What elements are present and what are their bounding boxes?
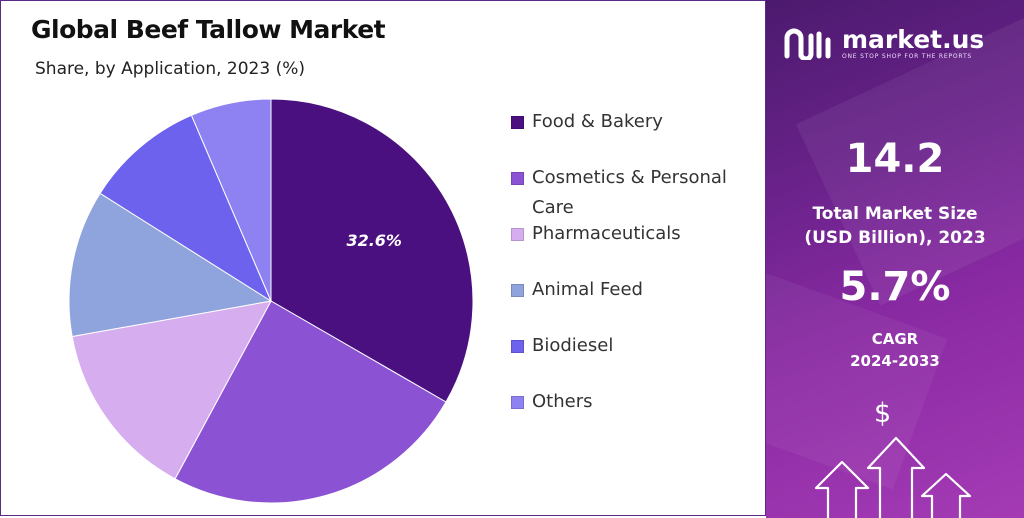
growth-arrows-icon — [814, 436, 972, 518]
legend-swatch — [511, 340, 524, 353]
legend-label: Animal Feed — [532, 279, 643, 300]
pie-slice-animal-feed — [68, 192, 273, 338]
legend-item: Others — [511, 387, 757, 417]
chart-title: Global Beef Tallow Market — [31, 15, 386, 44]
market-size-label-line2: (USD Billion), 2023 — [804, 228, 986, 248]
pie-slice-pharmaceuticals — [71, 300, 272, 480]
chart-subtitle: Share, by Application, 2023 (%) — [35, 59, 305, 79]
legend-label: Others — [532, 391, 593, 412]
legend-item: Pharmaceuticals — [511, 219, 757, 249]
cagr-value: 5.7% — [839, 264, 951, 310]
pie-slice-food-bakery — [270, 98, 474, 403]
legend-swatch — [511, 228, 524, 241]
legend-swatch — [511, 396, 524, 409]
legend-item: Animal Feed — [511, 275, 757, 305]
brand-name: market.us — [842, 24, 985, 54]
brand: market.us ONE STOP SHOP FOR THE REPORTS — [784, 26, 984, 60]
stats-sidebar: market.us ONE STOP SHOP FOR THE REPORTS … — [766, 0, 1024, 518]
pie-slice-others — [190, 98, 272, 302]
legend-label: Pharmaceuticals — [532, 223, 681, 244]
cagr-period: 2024-2033 — [850, 352, 940, 370]
market-size-label-line1: Total Market Size — [812, 204, 978, 224]
legend-swatch — [511, 284, 524, 297]
legend-swatch — [511, 172, 524, 185]
chart-panel: Global Beef Tallow Market Share, by Appl… — [0, 0, 766, 516]
pie-chart: 32.6% — [68, 98, 474, 504]
legend-item: Cosmetics & Personal Care — [511, 163, 757, 223]
legend-label: Food & Bakery — [532, 111, 663, 132]
pie-data-label: 32.6% — [346, 231, 402, 250]
legend-item: Food & Bakery — [511, 107, 757, 137]
legend-item: Biodiesel — [511, 331, 757, 361]
pie-slice-biodiesel — [99, 114, 273, 303]
pie-slice-cosmetics-personal-care — [174, 300, 447, 504]
brand-tagline: ONE STOP SHOP FOR THE REPORTS — [842, 52, 973, 60]
legend-swatch — [511, 116, 524, 129]
market-size-value: 14.2 — [845, 136, 945, 182]
dollar-icon: $ — [874, 398, 892, 429]
cagr-label: CAGR — [871, 330, 919, 348]
legend-label: Cosmetics & Personal Care — [532, 167, 727, 218]
legend-label: Biodiesel — [532, 335, 614, 356]
market-us-logo-icon — [784, 28, 831, 60]
